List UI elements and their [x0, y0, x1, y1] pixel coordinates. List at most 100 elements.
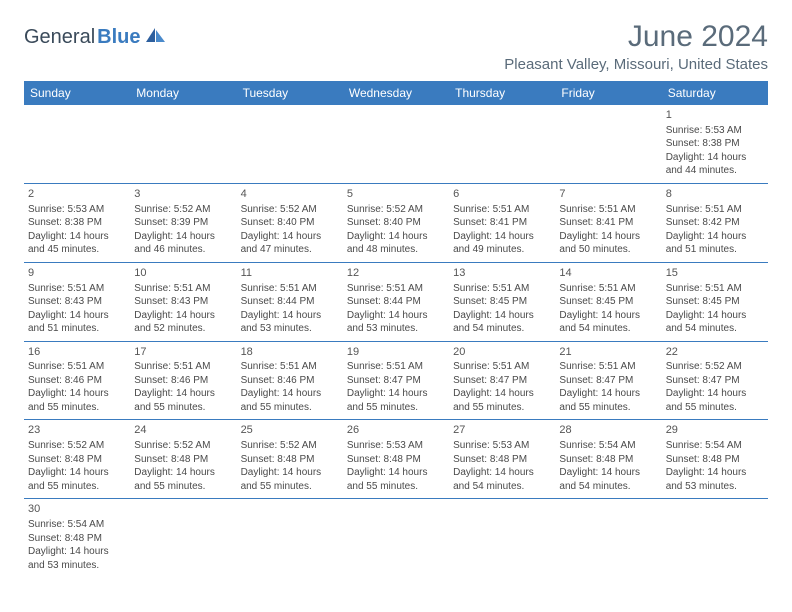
calendar-day-cell: 30Sunrise: 5:54 AMSunset: 8:48 PMDayligh…	[24, 499, 130, 577]
daylight-line-1: Daylight: 14 hours	[134, 387, 232, 401]
daylight-line-1: Daylight: 14 hours	[347, 466, 445, 480]
calendar-day-cell: 16Sunrise: 5:51 AMSunset: 8:46 PMDayligh…	[24, 341, 130, 420]
title-block: June 2024 Pleasant Valley, Missouri, Uni…	[504, 20, 768, 73]
daylight-line-1: Daylight: 14 hours	[453, 466, 551, 480]
calendar-day-cell: 26Sunrise: 5:53 AMSunset: 8:48 PMDayligh…	[343, 420, 449, 499]
month-title: June 2024	[504, 20, 768, 54]
logo-text-1: General	[24, 26, 95, 49]
daylight-line-1: Daylight: 14 hours	[347, 387, 445, 401]
calendar-empty-cell	[343, 499, 449, 577]
calendar-empty-cell	[130, 499, 236, 577]
calendar-empty-cell	[24, 105, 130, 183]
sunset-line: Sunset: 8:44 PM	[241, 295, 339, 309]
sunrise-line: Sunrise: 5:51 AM	[453, 282, 551, 296]
daylight-line-2: and 52 minutes.	[134, 322, 232, 336]
day-number: 5	[347, 187, 445, 202]
sunrise-line: Sunrise: 5:51 AM	[347, 360, 445, 374]
day-number: 3	[134, 187, 232, 202]
sunset-line: Sunset: 8:40 PM	[241, 216, 339, 230]
day-number: 4	[241, 187, 339, 202]
day-number: 12	[347, 266, 445, 281]
daylight-line-2: and 54 minutes.	[666, 322, 764, 336]
day-number: 1	[666, 108, 764, 123]
sunrise-line: Sunrise: 5:52 AM	[241, 203, 339, 217]
daylight-line-2: and 48 minutes.	[347, 243, 445, 257]
calendar-empty-cell	[662, 499, 768, 577]
calendar-day-cell: 21Sunrise: 5:51 AMSunset: 8:47 PMDayligh…	[555, 341, 661, 420]
daylight-line-1: Daylight: 14 hours	[666, 309, 764, 323]
sunset-line: Sunset: 8:46 PM	[241, 374, 339, 388]
daylight-line-1: Daylight: 14 hours	[28, 466, 126, 480]
day-header-cell: Tuesday	[237, 81, 343, 105]
daylight-line-1: Daylight: 14 hours	[28, 387, 126, 401]
calendar-day-cell: 2Sunrise: 5:53 AMSunset: 8:38 PMDaylight…	[24, 183, 130, 262]
sunset-line: Sunset: 8:38 PM	[666, 137, 764, 151]
day-number: 10	[134, 266, 232, 281]
sunrise-line: Sunrise: 5:51 AM	[559, 203, 657, 217]
daylight-line-2: and 55 minutes.	[241, 401, 339, 415]
calendar-day-cell: 7Sunrise: 5:51 AMSunset: 8:41 PMDaylight…	[555, 183, 661, 262]
calendar-day-cell: 25Sunrise: 5:52 AMSunset: 8:48 PMDayligh…	[237, 420, 343, 499]
sunset-line: Sunset: 8:43 PM	[28, 295, 126, 309]
daylight-line-1: Daylight: 14 hours	[241, 387, 339, 401]
daylight-line-1: Daylight: 14 hours	[241, 466, 339, 480]
daylight-line-2: and 46 minutes.	[134, 243, 232, 257]
sunrise-line: Sunrise: 5:54 AM	[559, 439, 657, 453]
daylight-line-2: and 55 minutes.	[28, 401, 126, 415]
daylight-line-1: Daylight: 14 hours	[666, 230, 764, 244]
daylight-line-1: Daylight: 14 hours	[666, 387, 764, 401]
sunrise-line: Sunrise: 5:51 AM	[453, 360, 551, 374]
calendar-day-cell: 19Sunrise: 5:51 AMSunset: 8:47 PMDayligh…	[343, 341, 449, 420]
daylight-line-1: Daylight: 14 hours	[347, 309, 445, 323]
day-number: 7	[559, 187, 657, 202]
logo-text-2: Blue	[97, 26, 140, 49]
sunrise-line: Sunrise: 5:51 AM	[347, 282, 445, 296]
day-header-cell: Saturday	[662, 81, 768, 105]
sunset-line: Sunset: 8:39 PM	[134, 216, 232, 230]
calendar-day-cell: 10Sunrise: 5:51 AMSunset: 8:43 PMDayligh…	[130, 262, 236, 341]
daylight-line-2: and 55 minutes.	[28, 480, 126, 494]
sunset-line: Sunset: 8:47 PM	[666, 374, 764, 388]
sunset-line: Sunset: 8:45 PM	[666, 295, 764, 309]
sunrise-line: Sunrise: 5:51 AM	[28, 360, 126, 374]
sunrise-line: Sunrise: 5:51 AM	[28, 282, 126, 296]
sunset-line: Sunset: 8:48 PM	[559, 453, 657, 467]
calendar-day-cell: 11Sunrise: 5:51 AMSunset: 8:44 PMDayligh…	[237, 262, 343, 341]
calendar-week-row: 30Sunrise: 5:54 AMSunset: 8:48 PMDayligh…	[24, 499, 768, 577]
daylight-line-2: and 55 minutes.	[666, 401, 764, 415]
sunrise-line: Sunrise: 5:53 AM	[666, 124, 764, 138]
day-number: 15	[666, 266, 764, 281]
daylight-line-1: Daylight: 14 hours	[453, 387, 551, 401]
calendar-day-cell: 14Sunrise: 5:51 AMSunset: 8:45 PMDayligh…	[555, 262, 661, 341]
sunset-line: Sunset: 8:46 PM	[134, 374, 232, 388]
calendar-empty-cell	[237, 105, 343, 183]
daylight-line-1: Daylight: 14 hours	[28, 545, 126, 559]
calendar-empty-cell	[449, 105, 555, 183]
sunrise-line: Sunrise: 5:51 AM	[559, 360, 657, 374]
calendar-week-row: 9Sunrise: 5:51 AMSunset: 8:43 PMDaylight…	[24, 262, 768, 341]
sunrise-line: Sunrise: 5:53 AM	[347, 439, 445, 453]
daylight-line-2: and 50 minutes.	[559, 243, 657, 257]
calendar-day-cell: 13Sunrise: 5:51 AMSunset: 8:45 PMDayligh…	[449, 262, 555, 341]
calendar-day-cell: 12Sunrise: 5:51 AMSunset: 8:44 PMDayligh…	[343, 262, 449, 341]
calendar-day-cell: 4Sunrise: 5:52 AMSunset: 8:40 PMDaylight…	[237, 183, 343, 262]
sunset-line: Sunset: 8:42 PM	[666, 216, 764, 230]
sunset-line: Sunset: 8:47 PM	[347, 374, 445, 388]
calendar-day-cell: 24Sunrise: 5:52 AMSunset: 8:48 PMDayligh…	[130, 420, 236, 499]
daylight-line-2: and 49 minutes.	[453, 243, 551, 257]
daylight-line-2: and 55 minutes.	[241, 480, 339, 494]
calendar-empty-cell	[555, 499, 661, 577]
daylight-line-1: Daylight: 14 hours	[241, 309, 339, 323]
daylight-line-1: Daylight: 14 hours	[559, 230, 657, 244]
day-number: 17	[134, 345, 232, 360]
daylight-line-1: Daylight: 14 hours	[559, 387, 657, 401]
daylight-line-1: Daylight: 14 hours	[241, 230, 339, 244]
calendar-empty-cell	[237, 499, 343, 577]
logo-sail-icon	[145, 27, 167, 43]
sunset-line: Sunset: 8:44 PM	[347, 295, 445, 309]
calendar-week-row: 2Sunrise: 5:53 AMSunset: 8:38 PMDaylight…	[24, 183, 768, 262]
sunrise-line: Sunrise: 5:51 AM	[666, 282, 764, 296]
sunset-line: Sunset: 8:46 PM	[28, 374, 126, 388]
calendar-table: SundayMondayTuesdayWednesdayThursdayFrid…	[24, 81, 768, 577]
daylight-line-2: and 51 minutes.	[666, 243, 764, 257]
